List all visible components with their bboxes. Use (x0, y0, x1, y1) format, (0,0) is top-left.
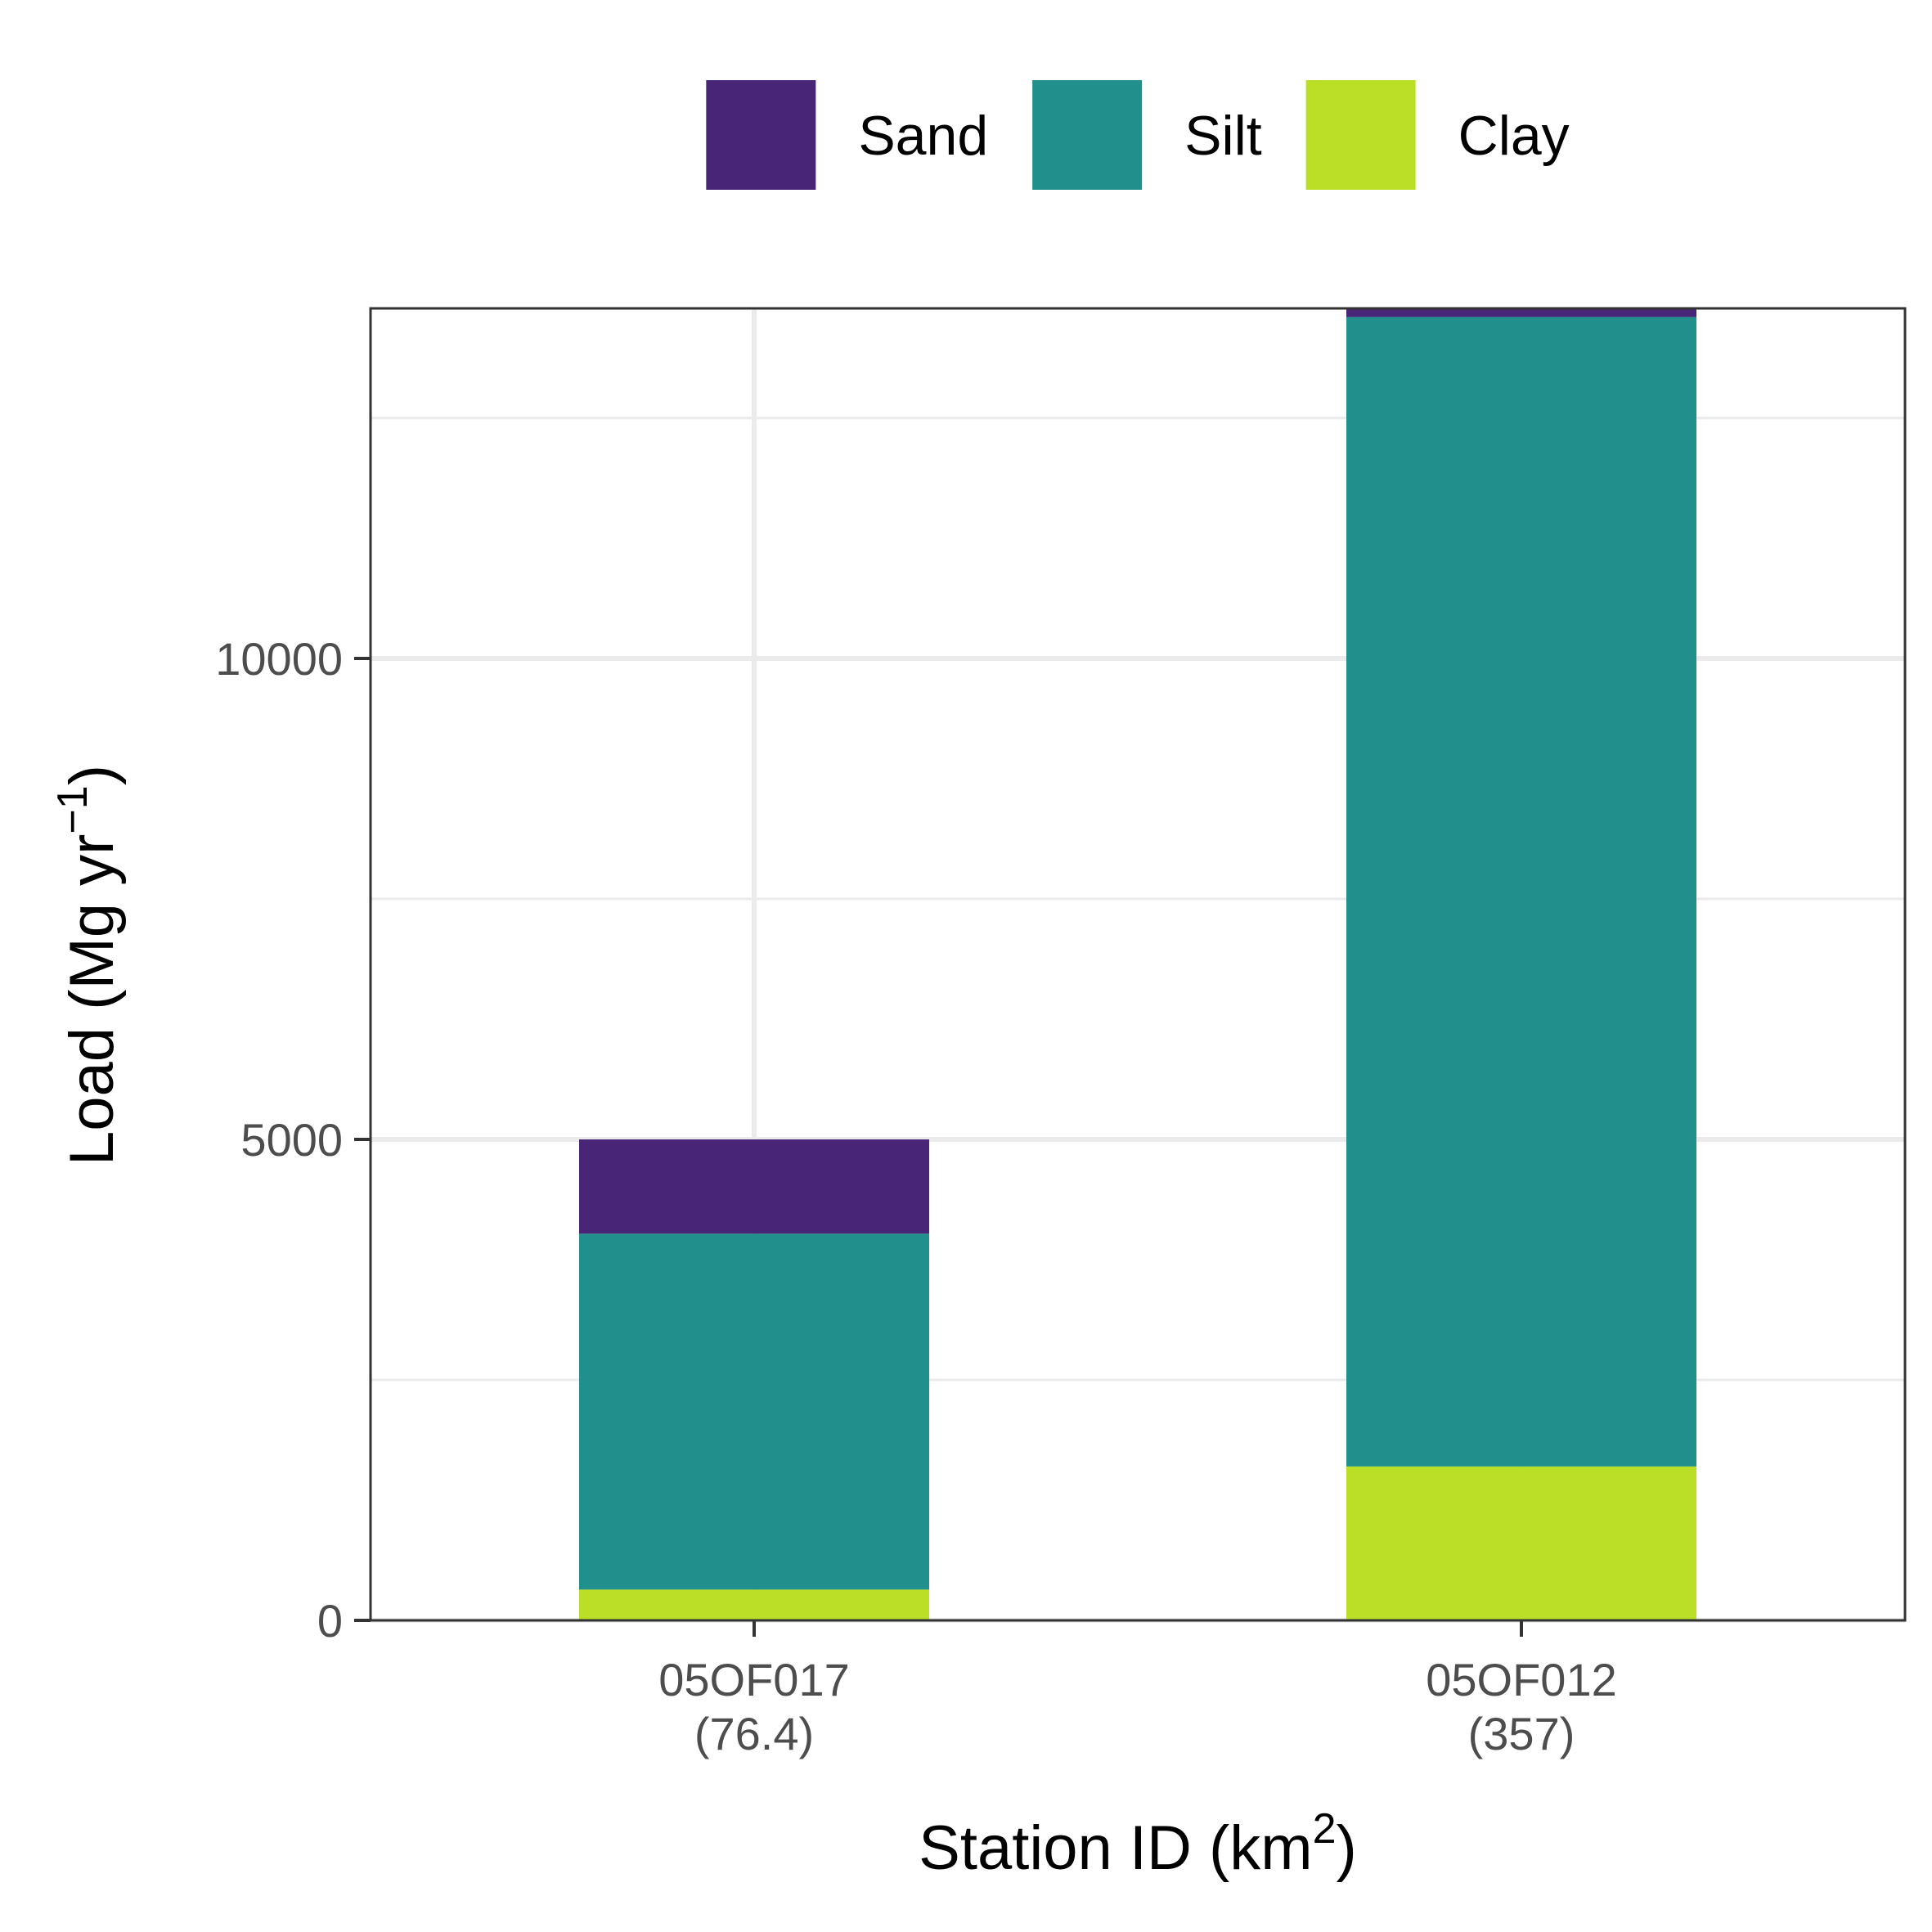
x-axis-title-sup: 2 (1313, 1805, 1337, 1853)
bar-silt-05of012 (1346, 317, 1696, 1467)
bars (579, 308, 1696, 1620)
y-tick-label-1: 5000 (240, 1114, 343, 1166)
bar-clay-05of017 (579, 1589, 929, 1620)
legend-label-clay: Clay (1458, 105, 1570, 167)
y-axis-title-text: Load (Mg yr (57, 834, 127, 1166)
bar-silt-05of017 (579, 1233, 929, 1590)
bar-sand-05of012 (1346, 308, 1696, 317)
x-tick-label-area-0: (76.4) (694, 1708, 814, 1759)
y-axis: 0 5000 10000 (215, 633, 371, 1647)
x-axis-title: Station ID (km2) (919, 1805, 1357, 1883)
bar-sand-05of017 (579, 1139, 929, 1234)
y-axis-title-suffix: ) (57, 765, 127, 785)
x-tick-label-station-0: 05OF017 (658, 1654, 850, 1705)
legend-key-sand (706, 80, 816, 190)
x-axis-title-suffix: ) (1337, 1813, 1357, 1883)
x-axis: 05OF017(76.4) 05OF012(357) (658, 1620, 1617, 1759)
x-axis-title-text: Station ID (km (919, 1813, 1312, 1883)
bar-clay-05of012 (1346, 1466, 1696, 1620)
y-axis-title: Load (Mg yr−1) (49, 765, 127, 1166)
y-axis-title-sup: −1 (49, 785, 97, 833)
legend: Sand Silt Clay (706, 80, 1570, 190)
y-tick-label-0: 0 (317, 1595, 343, 1647)
y-tick-label-2: 10000 (215, 633, 343, 685)
legend-key-silt (1032, 80, 1143, 190)
x-tick-label-area-1: (357) (1468, 1708, 1575, 1759)
legend-label-silt: Silt (1184, 105, 1262, 167)
legend-label-sand: Sand (858, 105, 988, 167)
x-tick-label-station-1: 05OF012 (1426, 1654, 1617, 1705)
legend-key-clay (1305, 80, 1416, 190)
plot-panel-border (369, 307, 1907, 1622)
